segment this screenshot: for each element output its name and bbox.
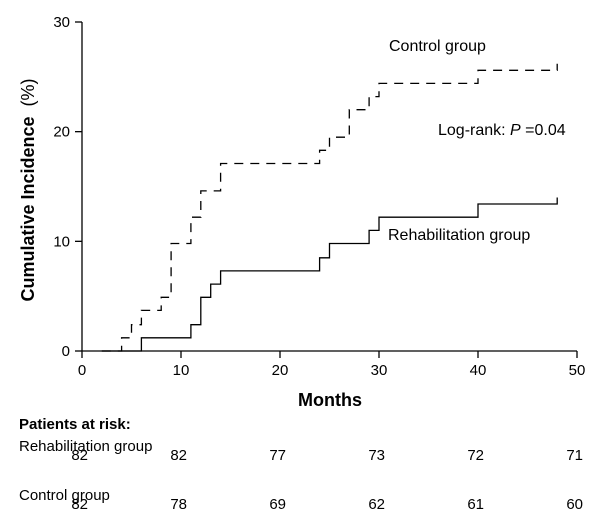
- logrank-p: P: [510, 122, 521, 139]
- x-tick-label: 0: [78, 362, 86, 379]
- y-tick-label: 30: [53, 14, 70, 31]
- risk-value: 73: [368, 447, 385, 464]
- x-tick-label: 40: [470, 362, 487, 379]
- x-axis-title: Months: [298, 390, 362, 410]
- risk-value: 61: [467, 496, 484, 513]
- y-tick-label: 10: [53, 233, 70, 250]
- risk-value: 71: [566, 447, 583, 464]
- risk-table-title: Patients at risk:: [19, 416, 131, 433]
- y-axis-title-unit: (%): [18, 78, 38, 106]
- x-tick-label: 20: [272, 362, 289, 379]
- risk-value: 60: [566, 496, 583, 513]
- risk-value: 62: [368, 496, 385, 513]
- series-line-control-group: [101, 63, 558, 352]
- risk-row-label-rehabilitation: Rehabilitation group: [19, 438, 153, 455]
- cumulative-incidence-chart: 0 10 20 30 0 10 20 30 40 50 Cumulative Incidence …: [18, 14, 585, 410]
- logrank-annotation: Log-rank: P =0.04: [438, 122, 566, 139]
- series-layer: [101, 63, 558, 352]
- rehabilitation-group-label: Rehabilitation group: [388, 227, 530, 244]
- risk-value: 72: [467, 447, 484, 464]
- risk-value: 78: [170, 496, 187, 513]
- risk-value: 77: [269, 447, 286, 464]
- x-tick-label: 30: [371, 362, 388, 379]
- logrank-prefix: Log-rank:: [438, 122, 510, 139]
- risk-value: 82: [71, 496, 88, 513]
- series-line-rehabilitation-group: [101, 197, 558, 352]
- y-tick-label: 20: [53, 124, 70, 141]
- logrank-value: =0.04: [525, 122, 566, 139]
- risk-value: 69: [269, 496, 286, 513]
- y-tick-label: 0: [62, 343, 70, 360]
- control-group-label: Control group: [389, 38, 486, 55]
- x-tick-label: 10: [173, 362, 190, 379]
- x-tick-label: 50: [569, 362, 586, 379]
- axes: 0 10 20 30 0 10 20 30 40 50: [53, 14, 585, 379]
- y-axis-title-main: Cumulative Incidence: [18, 116, 38, 301]
- y-axis-title: Cumulative Incidence (%): [18, 78, 38, 301]
- risk-row-label-control: Control group: [19, 487, 110, 504]
- risk-value: 82: [170, 447, 187, 464]
- risk-value: 82: [71, 447, 88, 464]
